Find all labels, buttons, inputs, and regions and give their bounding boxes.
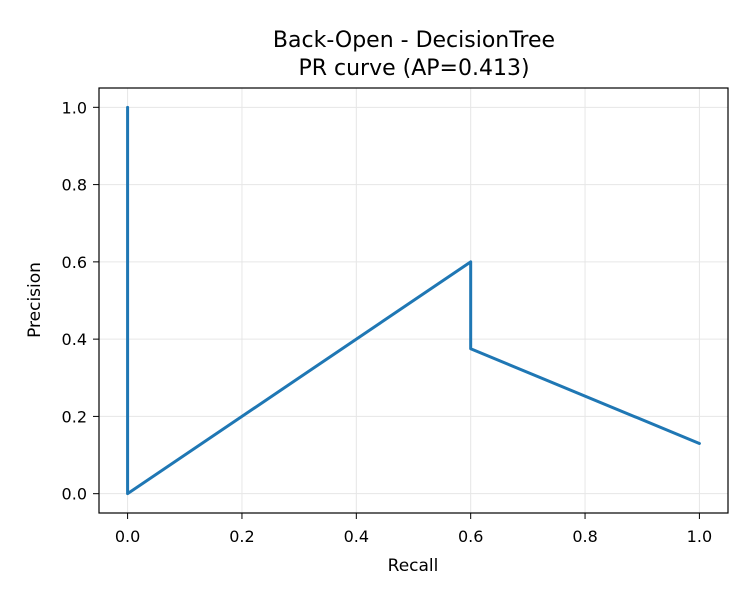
x-tick-label-4: 0.8 xyxy=(572,527,597,546)
x-tick-label-3: 0.6 xyxy=(458,527,483,546)
x-tick-label-5: 1.0 xyxy=(687,527,712,546)
y-tick-label-1: 0.2 xyxy=(62,407,87,426)
y-tick-label-4: 0.8 xyxy=(62,176,87,195)
y-axis-label: Precision xyxy=(25,262,45,338)
grid-lines xyxy=(99,88,728,513)
series-layer xyxy=(126,105,701,496)
x-tick-label-1: 0.2 xyxy=(229,527,254,546)
y-tick-label-3: 0.6 xyxy=(62,253,87,272)
y-tick-label-2: 0.4 xyxy=(62,330,87,349)
chart-title: Back-Open - DecisionTree xyxy=(273,28,555,53)
plot-frame xyxy=(98,87,729,514)
x-tick-label-0: 0.0 xyxy=(115,527,140,546)
pr-curve-line-0 xyxy=(126,105,701,496)
chart-subtitle: PR curve (AP=0.413) xyxy=(298,56,529,81)
axis-ticks: 0.0 0.2 0.4 0.6 0.8 1.0 0.0 0.2 0.4 0.6 0.8 1.0 xyxy=(62,98,713,546)
y-tick-label-0: 0.0 xyxy=(62,485,87,504)
y-tick-label-5: 1.0 xyxy=(62,98,87,117)
x-axis-label: Recall xyxy=(388,556,439,576)
x-tick-label-2: 0.4 xyxy=(344,527,369,546)
